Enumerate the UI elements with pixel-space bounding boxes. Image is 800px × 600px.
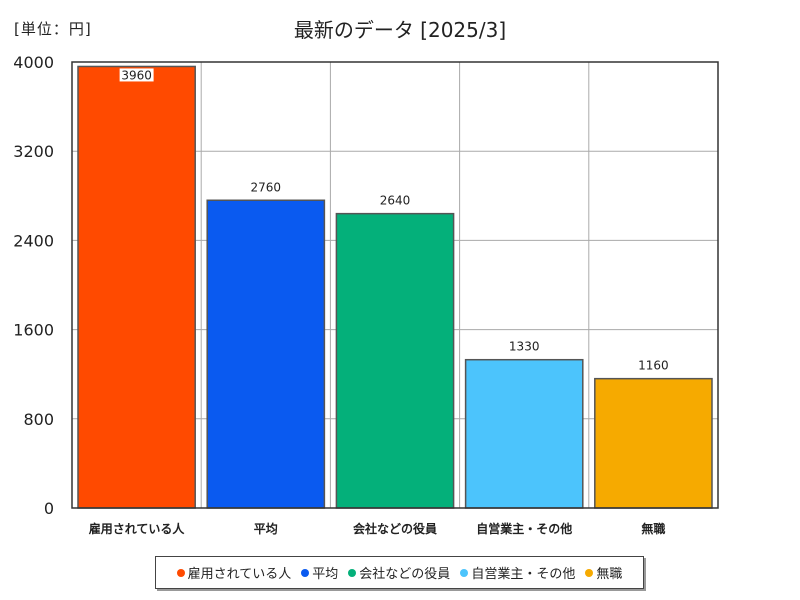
legend-dot-icon xyxy=(301,568,310,577)
legend-item-unemployed[interactable]: 無職 xyxy=(585,563,622,582)
legend-item-self-employed[interactable]: 自営業主・その他 xyxy=(460,563,575,582)
data-label-background xyxy=(119,68,154,82)
bar xyxy=(206,199,326,509)
data-label: 1160 xyxy=(638,359,669,373)
legend-label: 平均 xyxy=(312,567,339,582)
y-tick-label: 3200 xyxy=(13,142,54,161)
x-tick-label: 会社などの役員 xyxy=(353,521,437,536)
bar xyxy=(335,212,455,509)
legend-label: 無職 xyxy=(596,567,623,582)
legend-label: 会社などの役員 xyxy=(359,567,451,582)
unit-label: [単位：円] xyxy=(14,20,92,38)
y-tick-label: 2400 xyxy=(13,231,54,250)
y-tick-label: 1600 xyxy=(13,321,54,340)
x-tick-label: 自営業主・その他 xyxy=(476,521,572,536)
legend-label: 自営業主・その他 xyxy=(471,567,576,582)
bar xyxy=(77,65,196,509)
chart-title: 最新のデータ [2025/3] xyxy=(293,18,507,42)
legend-item-average[interactable]: 平均 xyxy=(301,563,338,582)
legend-label: 雇用されている人 xyxy=(187,567,292,582)
legend: 雇用されている人 平均 会社などの役員 自営業主・その他 無職 xyxy=(155,556,644,589)
x-tick-label: 雇用されている人 xyxy=(89,521,186,536)
data-label: 1330 xyxy=(509,340,540,354)
y-tick-label: 0 xyxy=(44,499,54,518)
data-label: 2640 xyxy=(380,194,411,208)
y-tick-label: 800 xyxy=(23,410,54,429)
bar xyxy=(594,377,713,509)
x-tick-label: 平均 xyxy=(254,521,278,536)
legend-dot-icon xyxy=(348,568,357,577)
y-tick-label: 4000 xyxy=(13,53,54,72)
legend-item-employed[interactable]: 雇用されている人 xyxy=(176,563,292,582)
x-tick-label: 無職 xyxy=(641,521,665,536)
plot-frame xyxy=(71,61,719,509)
legend-dot-icon xyxy=(460,568,469,577)
data-label: 2760 xyxy=(251,180,282,194)
bar xyxy=(464,358,584,509)
data-labels: 3960 2760 2640 1330 1160 xyxy=(119,68,669,373)
legend-item-executives[interactable]: 会社などの役員 xyxy=(348,563,450,582)
bars xyxy=(77,65,713,509)
legend-dot-icon xyxy=(176,568,185,577)
y-axis-ticks: 0 800 1600 2400 3200 4000 xyxy=(13,53,54,518)
x-axis-ticks: 雇用されている人 平均 会社などの役員 自営業主・その他 無職 xyxy=(89,521,666,536)
data-label: 3960 xyxy=(121,68,152,82)
legend-dot-icon xyxy=(585,568,594,577)
